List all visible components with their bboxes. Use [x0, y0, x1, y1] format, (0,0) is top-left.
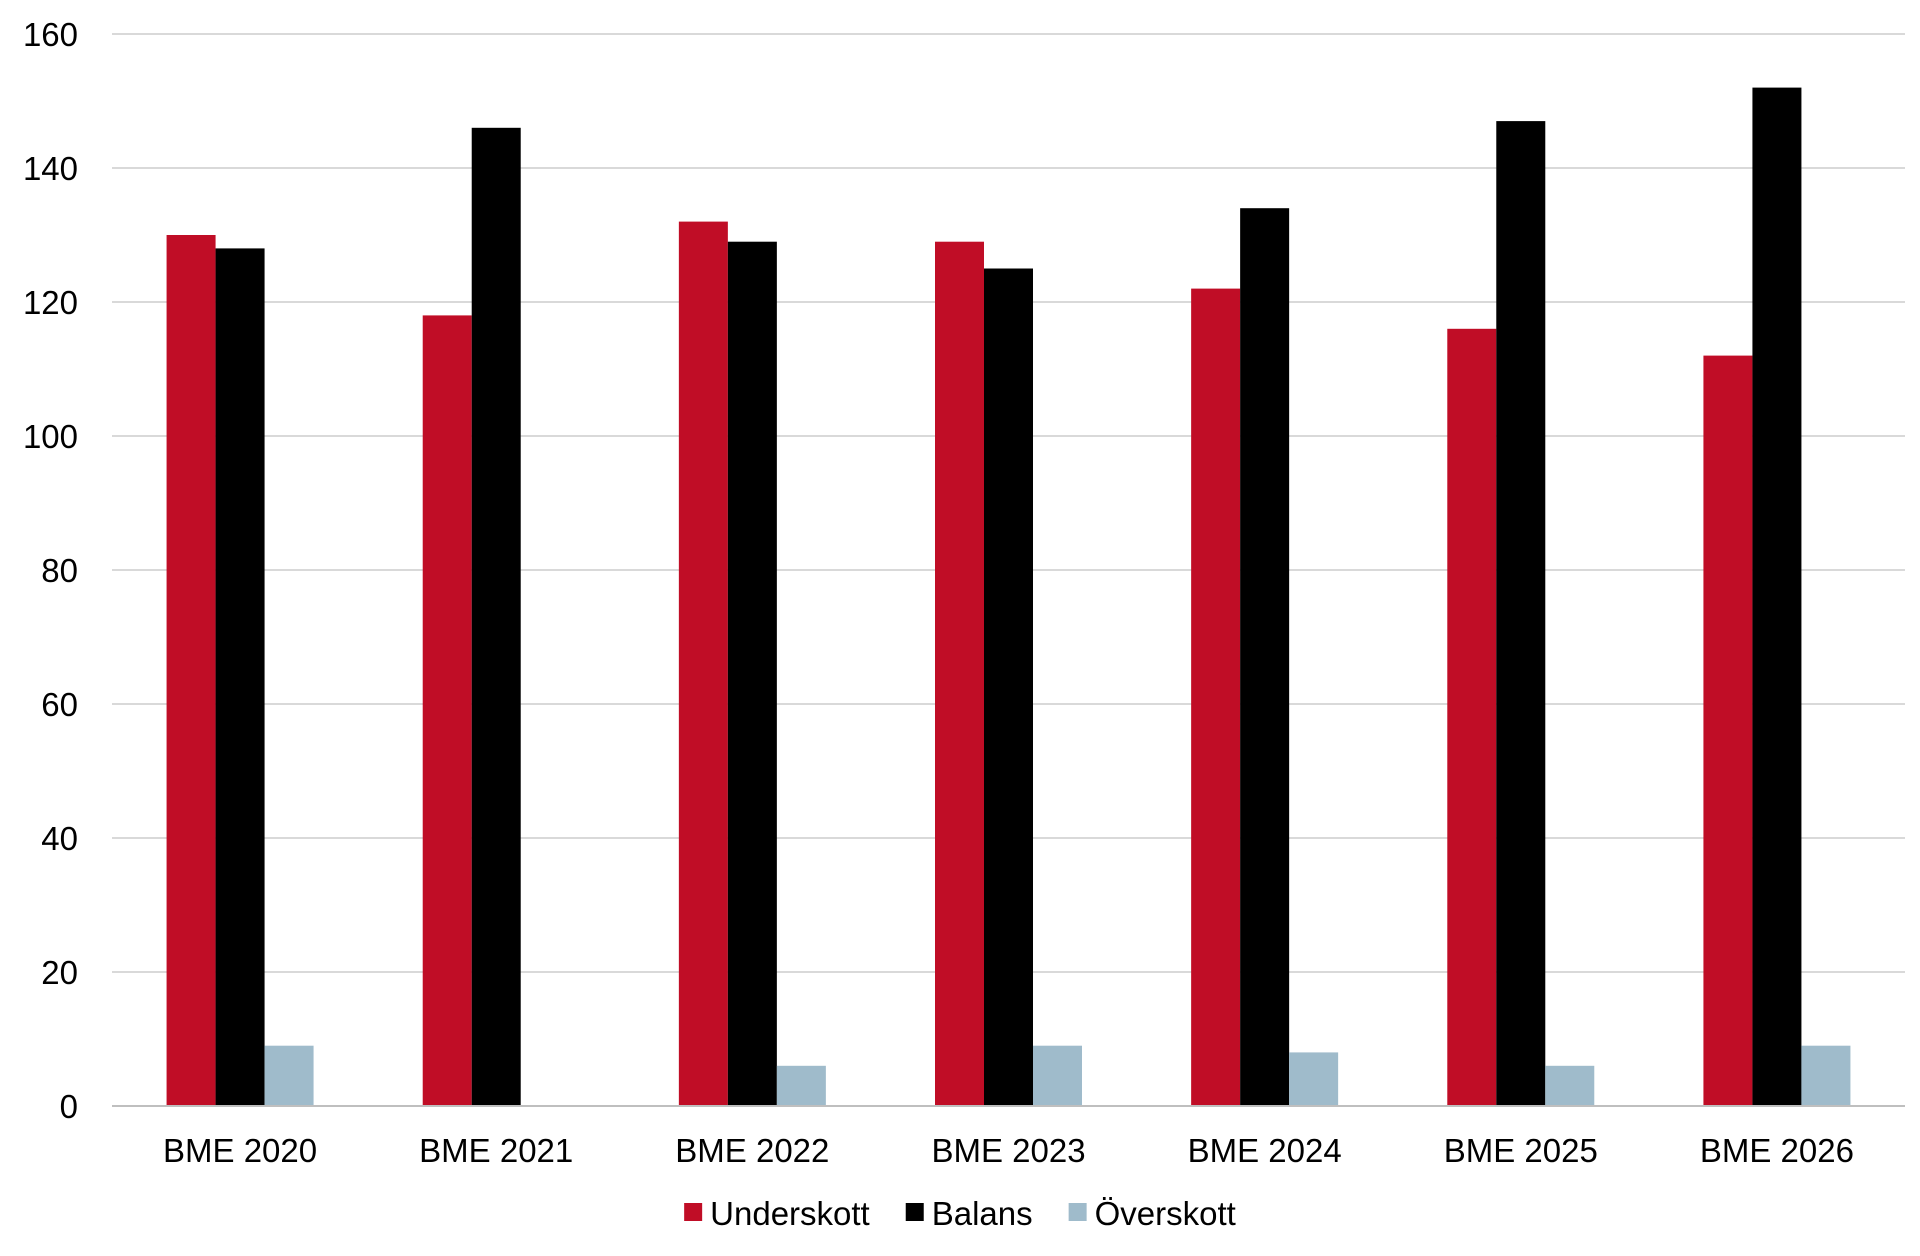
- y-tick-label: 100: [23, 418, 78, 455]
- bar--verskott-bme-2020: [264, 1045, 314, 1106]
- bar-balans-bme-2021: [471, 127, 521, 1107]
- bar--verskott-bme-2024: [1289, 1052, 1339, 1106]
- bar-underskott-bme-2026: [1703, 355, 1753, 1107]
- bar--verskott-bme-2022: [776, 1065, 826, 1106]
- bar-balans-bme-2023: [984, 268, 1033, 1106]
- legend-label--verskott: Överskott: [1095, 1195, 1236, 1232]
- x-category-label: BME 2024: [1188, 1132, 1342, 1169]
- bar-underskott-bme-2021: [422, 315, 472, 1106]
- bar-balans-bme-2025: [1496, 121, 1546, 1107]
- legend: Underskott Balans Överskott: [684, 1195, 1236, 1232]
- legend-label-balans: Balans: [932, 1195, 1033, 1232]
- bar-underskott-bme-2025: [1447, 328, 1497, 1106]
- bar-balans-bme-2022: [727, 241, 777, 1106]
- y-tick-label: 140: [23, 150, 78, 187]
- bar--verskott-bme-2023: [1033, 1045, 1082, 1106]
- legend-label-underskott: Underskott: [710, 1195, 870, 1232]
- x-category-label: BME 2022: [675, 1132, 829, 1169]
- y-axis-ticks: 0 20 40 60 80 100 120 140 160: [23, 16, 78, 1125]
- bar--verskott-bme-2026: [1801, 1045, 1851, 1106]
- y-tick-label: 120: [23, 284, 78, 321]
- y-tick-label: 20: [41, 954, 78, 991]
- bar--verskott-bme-2025: [1545, 1065, 1595, 1106]
- x-category-label: BME 2023: [931, 1132, 1085, 1169]
- y-tick-label: 0: [60, 1088, 78, 1125]
- bar-balans-bme-2026: [1752, 87, 1802, 1107]
- bar-underskott-bme-2023: [935, 241, 984, 1106]
- y-tick-label: 60: [41, 686, 78, 723]
- bar-underskott-bme-2022: [678, 221, 728, 1107]
- bar-balans-bme-2024: [1240, 208, 1290, 1106]
- legend-swatch-balans: [905, 1203, 924, 1221]
- y-tick-label: 80: [41, 552, 78, 589]
- bars: [166, 87, 1851, 1107]
- x-category-label: BME 2020: [163, 1132, 317, 1169]
- bar-underskott-bme-2020: [166, 235, 216, 1106]
- x-category-label: BME 2025: [1444, 1132, 1598, 1169]
- x-axis-categories: BME 2020 BME 2021 BME 2022 BME 2023 BME 2024…: [163, 1132, 1854, 1169]
- x-category-label: BME 2021: [419, 1132, 573, 1169]
- y-tick-label: 40: [41, 820, 78, 857]
- y-tick-label: 160: [23, 16, 78, 53]
- x-category-label: BME 2026: [1700, 1132, 1854, 1169]
- legend-swatch-underskott: [684, 1203, 703, 1221]
- legend-swatch--verskott: [1068, 1203, 1087, 1221]
- bar-underskott-bme-2024: [1191, 288, 1241, 1107]
- bar-balans-bme-2020: [215, 248, 265, 1106]
